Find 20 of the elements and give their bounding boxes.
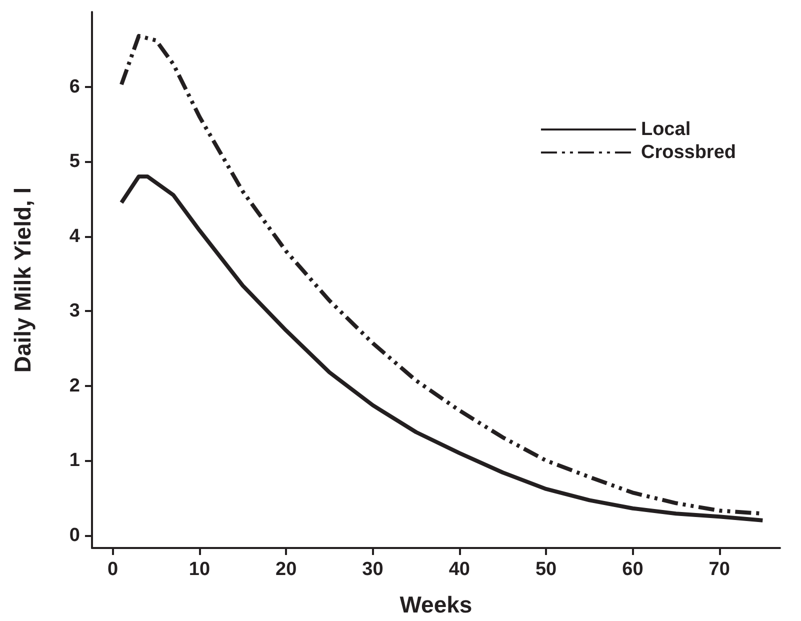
x-tick-label: 0: [108, 559, 118, 580]
legend-label: Crossbred: [640, 142, 736, 163]
x-axis-title: Weeks: [400, 592, 472, 618]
x-tick-label: 60: [622, 559, 644, 580]
y-tick-label: 3: [69, 300, 80, 322]
x-tick-label: 30: [362, 559, 384, 580]
y-tick-label: 0: [69, 524, 80, 546]
x-tick-label: 10: [188, 559, 210, 580]
x-tick-label: 70: [708, 559, 730, 580]
line-series: [119, 174, 765, 522]
y-tick-label: 6: [69, 76, 80, 98]
x-tick-label: 20: [276, 559, 297, 580]
x-tick-label: 50: [535, 559, 557, 580]
x-tick-label: 40: [448, 559, 470, 580]
y-tick-label: 1: [69, 450, 80, 472]
legend-label: Local: [640, 119, 691, 140]
y-tick-label: 5: [69, 151, 80, 172]
y-tick-label: 2: [69, 375, 80, 396]
y-tick-label: 4: [69, 226, 80, 247]
y-axis-title: Daily Milk Yield, l: [10, 187, 36, 373]
